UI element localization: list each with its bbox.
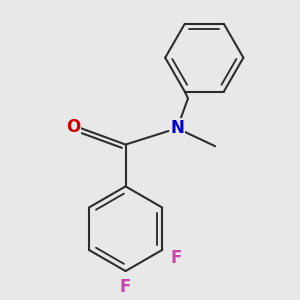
Text: N: N bbox=[170, 119, 184, 137]
Text: F: F bbox=[171, 249, 182, 267]
Text: O: O bbox=[66, 118, 80, 136]
Text: F: F bbox=[120, 278, 131, 296]
